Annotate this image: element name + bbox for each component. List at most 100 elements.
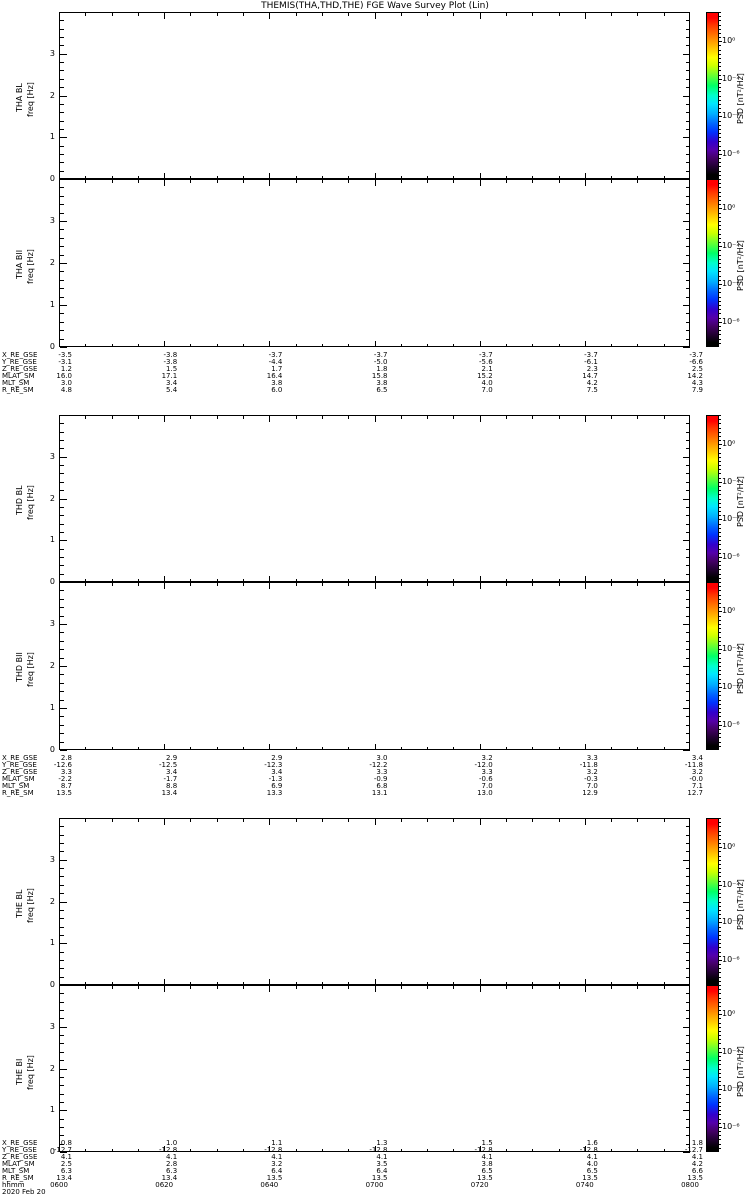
x-tick-minor [348, 579, 349, 582]
ephemeris-value: 13.5 [371, 1174, 388, 1182]
x-tick [585, 583, 586, 589]
ephemeris-value: -12.7 [53, 1146, 72, 1154]
colorbar-minor-tick [719, 519, 721, 520]
ephemeris-row-label-x_re_gse: X_RE_GSE [2, 1139, 38, 1147]
x-tick-minor [85, 176, 86, 179]
colorbar-minor-tick [719, 187, 721, 188]
y-tick [686, 213, 690, 214]
y-tick [686, 238, 690, 239]
colorbar-minor-tick [719, 993, 721, 994]
ephemeris-row-label-y_re_gse: Y_RE_GSE [2, 358, 37, 366]
x-tick-minor [348, 986, 349, 989]
colorbar-minor-tick [719, 1085, 721, 1086]
colorbar-title: PSD [nT²/Hz] [736, 878, 745, 930]
ephemeris-value: 1.0 [166, 1139, 178, 1147]
y-tick-label: 2 [49, 897, 55, 906]
y-tick [683, 1027, 690, 1028]
x-tick-minor [217, 176, 218, 179]
x-tick-minor [348, 583, 349, 586]
colorbar-minor-tick [719, 1110, 721, 1111]
x-tick-minor [190, 13, 191, 16]
colorbar-tick-label: 10⁻² [722, 241, 740, 250]
ephemeris-value: -12.5 [159, 761, 178, 769]
colorbar-minor-tick [719, 166, 721, 167]
y-tick [60, 29, 64, 30]
x-tick-minor [112, 176, 113, 179]
x-tick-minor [138, 344, 139, 347]
y-tick [60, 843, 64, 844]
y-tick [60, 632, 64, 633]
y-tick [686, 1060, 690, 1061]
x-tick-minor [243, 819, 244, 822]
y-tick [683, 499, 690, 500]
x-tick-minor [532, 982, 533, 985]
ephemeris-row-label-r_re_sm: R_RE_SM [2, 1174, 34, 1182]
colorbar-minor-tick [719, 271, 721, 272]
colorbar-minor-tick [719, 242, 721, 243]
x-tick-minor [506, 180, 507, 183]
colorbar-minor-tick [719, 154, 721, 155]
ephemeris-value: 3.4 [271, 768, 283, 776]
y-tick [60, 565, 64, 566]
x-tick [375, 1146, 376, 1152]
y-tick [686, 700, 690, 701]
x-tick [269, 1146, 270, 1152]
y-tick-label: 0 [49, 980, 55, 989]
ephemeris-value: -5.6 [478, 358, 493, 366]
x-tick-minor [637, 747, 638, 750]
colorbar-minor-tick [719, 511, 721, 512]
colorbar-minor-tick [719, 473, 721, 474]
x-tick-minor [112, 819, 113, 822]
y-tick [60, 868, 64, 869]
colorbar-tick-label: 10⁰ [722, 1009, 736, 1018]
x-tick-minor [532, 819, 533, 822]
colorbar-minor-tick [719, 150, 721, 151]
colorbar-minor-tick [719, 835, 721, 836]
ephemeris-value: 4.1 [271, 1153, 283, 1161]
y-tick [686, 733, 690, 734]
y-tick [60, 968, 64, 969]
x-tick-minor [453, 13, 454, 16]
x-tick-minor [112, 747, 113, 750]
x-tick-minor [532, 583, 533, 586]
y-tick [60, 960, 64, 961]
x-tick-minor [112, 416, 113, 419]
y-tick [686, 515, 690, 516]
y-tick [686, 574, 690, 575]
x-tick-minor [611, 416, 612, 419]
y-tick [60, 171, 64, 172]
y-tick [686, 632, 690, 633]
ephemeris-value: 3.3 [376, 768, 388, 776]
colorbar-minor-tick [719, 309, 721, 310]
ephemeris-row-label-r_re_sm: R_RE_SM [2, 789, 34, 797]
x-tick-minor [112, 583, 113, 586]
x-tick-minor [427, 344, 428, 347]
x-tick [269, 744, 270, 750]
ephemeris-value: 13.5 [687, 1174, 703, 1182]
y-tick [60, 423, 64, 424]
ephemeris-value: 15.2 [477, 372, 493, 380]
x-tick-minor [296, 1149, 297, 1152]
x-tick [585, 173, 586, 179]
y-tick-label: 0 [49, 342, 55, 351]
colorbar-minor-tick [719, 742, 721, 743]
ephemeris-value: -0.0 [689, 775, 703, 783]
colorbar-minor-tick [719, 985, 721, 986]
colorbar-minor-tick [719, 54, 721, 55]
ephemeris-value: -0.9 [373, 775, 388, 783]
colorbar-minor-tick [719, 952, 721, 953]
colorbar-minor-tick [719, 1069, 721, 1070]
ephemeris-value: 7.0 [481, 782, 493, 790]
colorbar-tick-label: 10⁰ [722, 842, 736, 851]
colorbar-minor-tick [719, 499, 721, 500]
x-tick-minor [427, 819, 428, 822]
x-tick [480, 341, 481, 347]
colorbar-minor-tick [719, 981, 721, 982]
ephemeris-value: 3.0 [376, 754, 388, 762]
colorbar-minor-tick [719, 595, 721, 596]
x-tick-minor [348, 416, 349, 419]
colorbar-minor-tick [719, 96, 721, 97]
x-tick [164, 1146, 165, 1152]
colorbar-minor-tick [719, 725, 721, 726]
y-tick [686, 129, 690, 130]
